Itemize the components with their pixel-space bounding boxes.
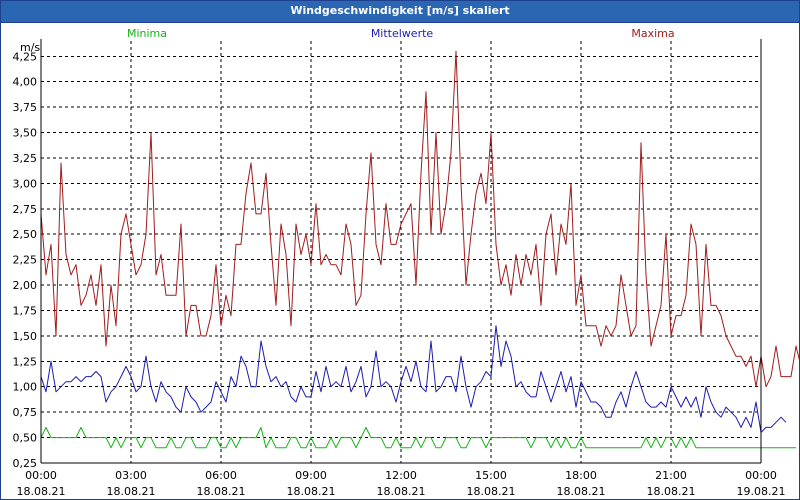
x-tick-date: 18.08.21 [287,485,336,498]
y-tick-label: 1,25 [13,355,38,368]
legend-minima: Minima [127,27,167,40]
y-tick-label: 3,25 [13,152,38,165]
chart-title: Windgeschwindigkeit [m/s] skaliert [290,4,510,17]
title-bar: Windgeschwindigkeit [m/s] skaliert [1,1,799,23]
y-tick-label: 1,75 [13,304,38,317]
legend-mittelwerte: Mittelwerte [371,27,434,40]
x-tick-date: 18.08.21 [467,485,516,498]
x-tick-time: 18:00 [565,469,597,482]
x-tick-time: 03:00 [115,469,147,482]
series-line-mittelwerte [40,325,787,433]
series-line-minima [40,426,796,449]
x-tick-time: 12:00 [385,469,417,482]
x-tick-time: 00:00 [745,469,777,482]
x-tick-date: 18.08.21 [377,485,426,498]
x-tick-time: 15:00 [475,469,507,482]
y-tick-label: 4,00 [13,76,38,89]
x-tick-date: 18.08.21 [107,485,156,498]
y-tick-label: 1,00 [13,381,38,394]
y-tick-label: 0,25 [13,457,38,470]
x-tick-time: 06:00 [205,469,237,482]
y-tick-label: 0,50 [13,432,38,445]
legend-maxima: Maxima [631,27,674,40]
y-tick-label: 4,25 [13,50,38,63]
y-tick-label: 3,50 [13,127,38,140]
x-tick-date: 18.08.21 [197,485,246,498]
x-tick-time: 21:00 [655,469,687,482]
y-tick-label: 2,75 [13,203,38,216]
series-line-maxima [40,50,799,388]
x-tick-date: 19.08.21 [737,485,786,498]
y-tick-label: 1,50 [13,330,38,343]
y-tick-label: 3,00 [13,177,38,190]
x-tick-time: 00:00 [25,469,57,482]
x-tick-date: 18.08.21 [17,485,66,498]
y-tick-label: 2,50 [13,228,38,241]
x-axis: 00:00 18.08.21 03:00 18.08.21 06:00 18.08.21 0… [17,469,786,498]
x-tick-date: 18.08.21 [647,485,696,498]
x-tick-time: 09:00 [295,469,327,482]
y-tick-label: 2,00 [13,279,38,292]
y-tick-label: 0,75 [13,406,38,419]
plot-frame [40,39,762,464]
grid [40,41,762,464]
series-lines [40,50,799,449]
y-tick-label: 3,75 [13,101,38,114]
y-axis: 0,25 0,50 0,75 1,00 1,25 1,50 1,75 2,00 2,25 2,50… [13,50,38,470]
y-axis-unit: m/s [20,41,40,54]
y-tick-label: 2,25 [13,254,38,267]
x-tick-date: 18.08.21 [557,485,606,498]
